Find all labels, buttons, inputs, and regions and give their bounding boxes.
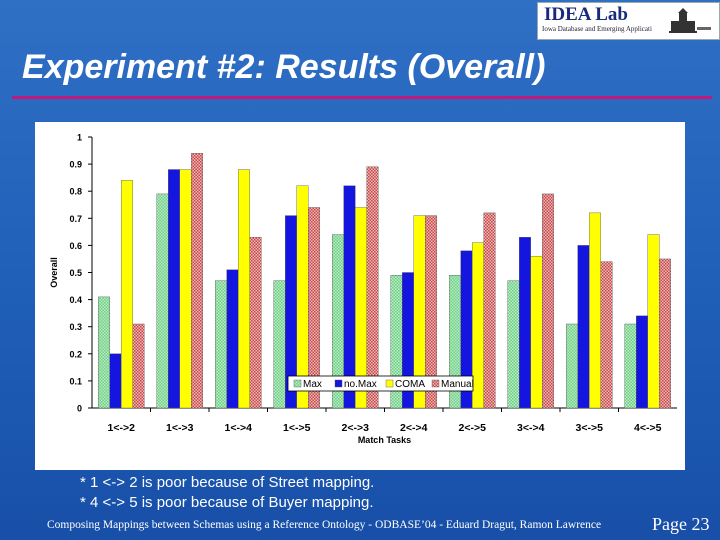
bar-no-max: [577, 245, 590, 409]
x-tick-label: 4<->5: [634, 422, 662, 434]
bar-max: [98, 296, 110, 409]
bar-manual: [249, 237, 262, 409]
bar-coma: [647, 234, 660, 409]
results-bar-chart: 0 0.1 0.2 0.3 0.4 0.5 0.6 0.7 0.8 0.9 1 Overall 1<->…: [49, 133, 677, 445]
bar-manual: [542, 193, 554, 409]
university-building-icon: [669, 8, 711, 33]
x-tick-label: 2<->3: [342, 422, 370, 434]
y-axis-label: Overall: [49, 257, 59, 288]
logo-title: IDEA Lab: [544, 4, 628, 25]
bar-max: [624, 323, 637, 409]
bar-coma: [238, 169, 250, 409]
x-axis-label: Match Tasks: [358, 435, 411, 445]
y-tick-label: 0.1: [69, 376, 82, 386]
chart-panel: 0 0.1 0.2 0.3 0.4 0.5 0.6 0.7 0.8 0.9 1 Overall 1<->…: [35, 122, 685, 470]
legend-swatch: [385, 379, 394, 388]
bar-manual: [132, 323, 145, 409]
x-tick-label: 1<->4: [225, 422, 253, 434]
bar-manual: [425, 215, 437, 409]
y-tick-label: 0.3: [69, 322, 82, 332]
footer-citation: Composing Mappings between Schemas using…: [47, 519, 602, 531]
bar-coma: [179, 169, 192, 409]
x-tick-label: 3<->5: [576, 422, 604, 434]
legend-label: Max: [303, 379, 322, 390]
bar-no-max: [226, 269, 239, 409]
y-tick-label: 0.8: [69, 187, 82, 197]
bar-no-max: [109, 353, 122, 409]
y-tick-label: 0.7: [69, 214, 82, 224]
bar-max: [507, 280, 520, 409]
bar-max: [156, 193, 169, 409]
bar-max: [273, 280, 286, 409]
y-tick-label: 1: [77, 133, 82, 143]
bar-manual: [308, 207, 320, 409]
x-tick-label: 2<->5: [459, 422, 487, 434]
logo-subtitle: Iowa Database and Emerging Applications …: [542, 25, 652, 33]
x-tick-label: 1<->3: [166, 422, 194, 434]
x-tick-label: 1<->2: [108, 422, 136, 434]
note-street-mapping: * 1 <-> 2 is poor because of Street mapp…: [80, 474, 375, 491]
legend-label: no.Max: [344, 379, 377, 390]
bar-manual: [191, 153, 203, 409]
y-tick-label: 0.5: [69, 268, 82, 278]
bar-manual: [366, 166, 379, 409]
legend-label: COMA: [395, 379, 425, 390]
chart-legend: Max no.Max COMA Manual: [287, 375, 474, 392]
bar-no-max: [343, 185, 356, 409]
legend-swatch: [293, 379, 302, 388]
idea-lab-logo: IDEA Lab Iowa Database and Emerging Appl…: [537, 2, 720, 40]
x-tick-label: 2<->4: [400, 422, 428, 434]
bar-no-max: [636, 315, 648, 409]
page-number: Page 23: [652, 514, 710, 534]
bar-coma: [530, 256, 543, 409]
bar-coma: [589, 212, 601, 409]
bar-manual: [600, 261, 613, 409]
note-buyer-mapping: * 4 <-> 5 is poor because of Buyer mappi…: [80, 494, 374, 511]
x-tick-label: 1<->5: [283, 422, 311, 434]
legend-swatch: [431, 379, 440, 388]
bar-no-max: [519, 237, 531, 409]
title-divider: [12, 96, 712, 99]
bar-manual: [659, 258, 671, 409]
bar-coma: [296, 185, 309, 409]
y-tick-label: 0.2: [69, 349, 82, 359]
bar-manual: [483, 212, 496, 409]
legend-label: Manual: [441, 379, 474, 390]
legend-swatch: [334, 379, 343, 388]
bar-coma: [472, 242, 484, 409]
legend-box: [287, 375, 474, 392]
y-tick-label: 0.4: [69, 295, 82, 305]
bar-max: [566, 323, 578, 409]
x-tick-label: 3<->4: [517, 422, 545, 434]
y-tick-label: 0: [77, 404, 82, 414]
y-tick-label: 0.9: [69, 160, 82, 170]
page-title: Experiment #2: Results (Overall): [22, 48, 546, 86]
bar-max: [215, 280, 227, 409]
y-tick-label: 0.6: [69, 241, 82, 251]
bar-no-max: [168, 169, 180, 409]
bar-coma: [121, 180, 133, 409]
